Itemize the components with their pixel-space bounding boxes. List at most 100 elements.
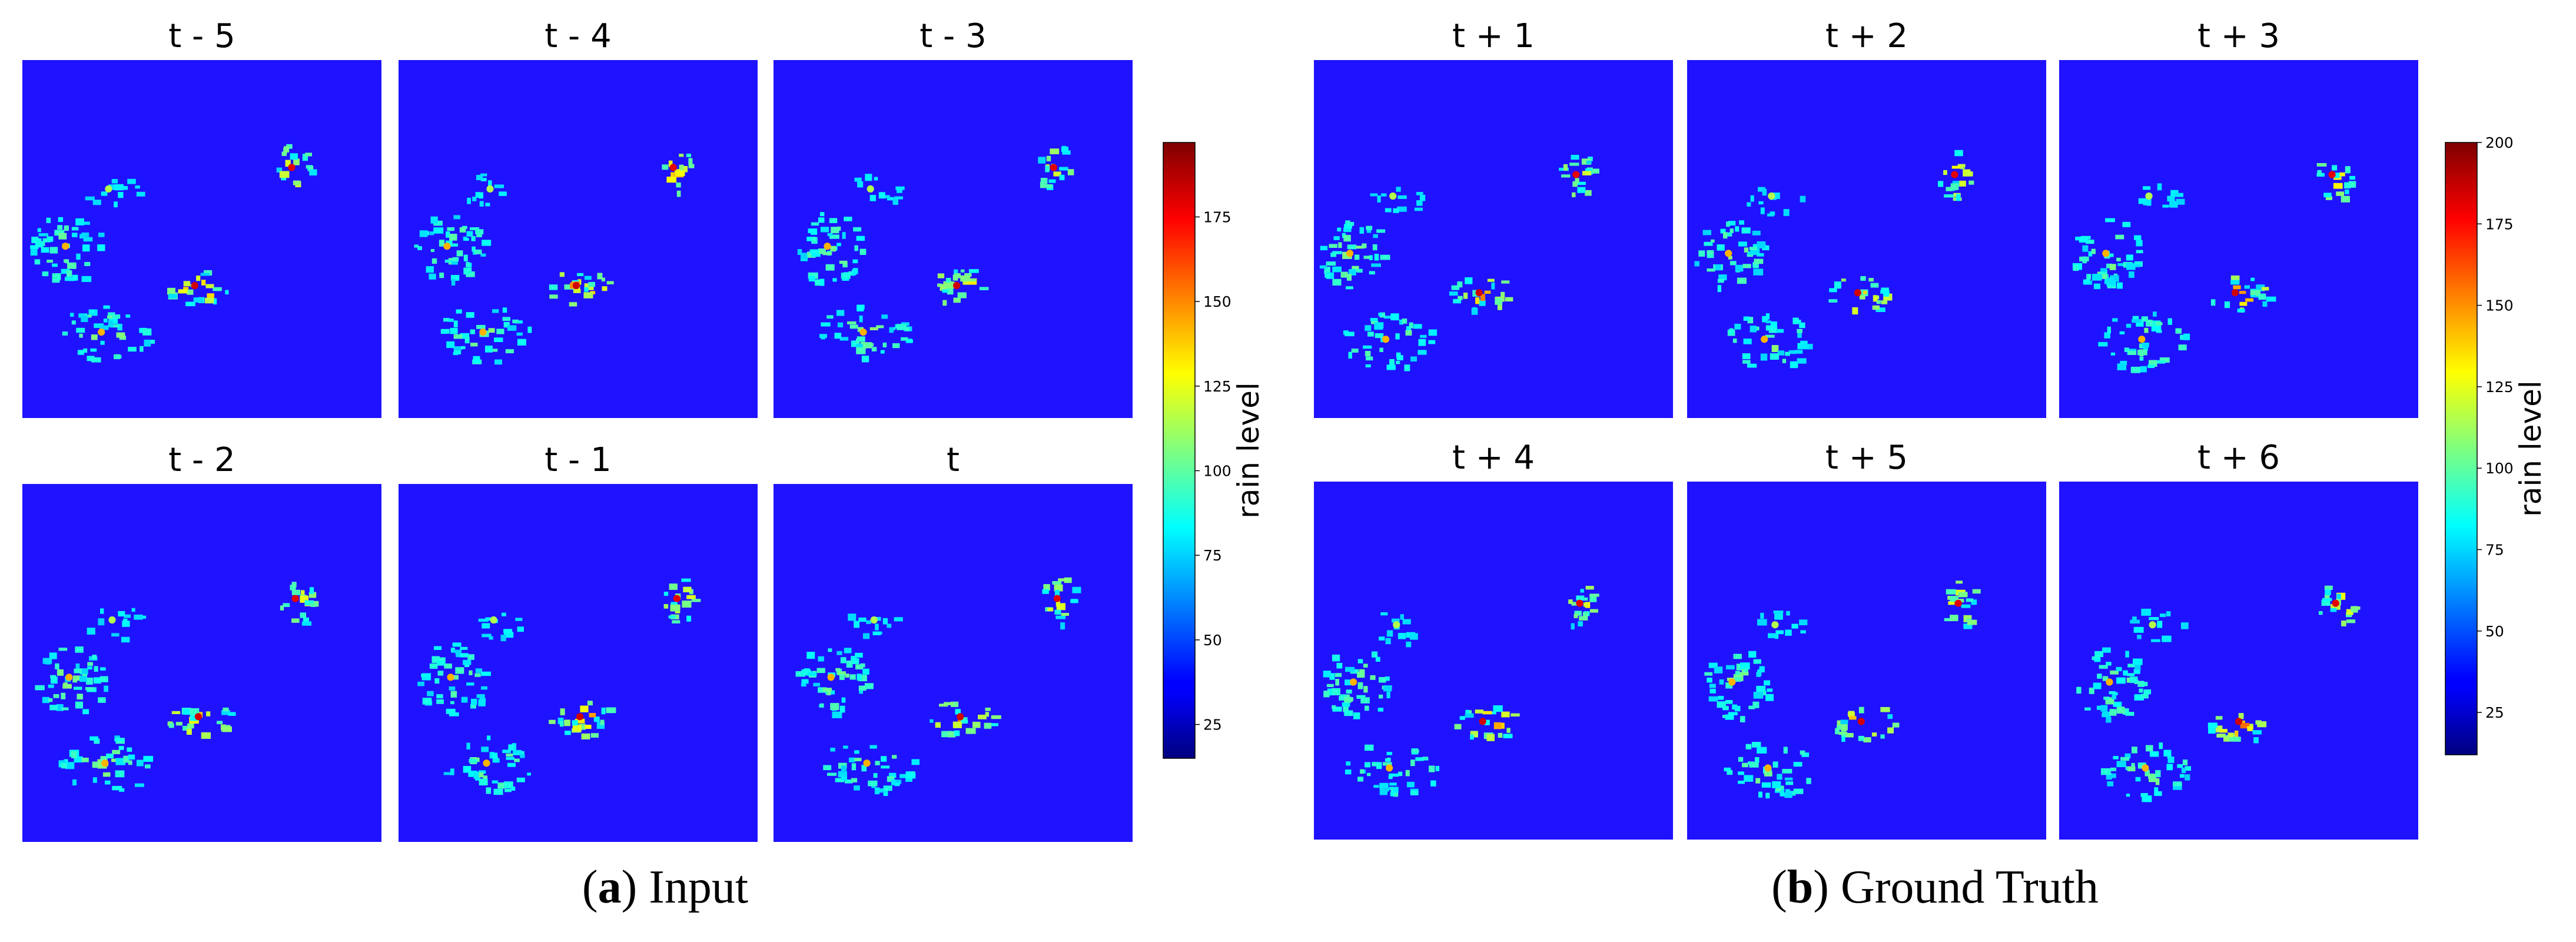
rain-hotspot xyxy=(101,759,109,767)
rain-cell xyxy=(2325,589,2331,595)
rain-cell xyxy=(1709,688,1716,694)
rain-cell xyxy=(117,323,122,331)
rain-cell xyxy=(852,268,858,274)
rain-cell xyxy=(1332,278,1342,286)
rain-cell xyxy=(1582,612,1588,617)
rain-cell xyxy=(2160,613,2166,618)
rain-cell xyxy=(1329,673,1335,680)
rain-cell xyxy=(669,583,678,590)
rain-cell xyxy=(1501,291,1505,297)
heatmap-panel: t - 5 xyxy=(22,17,381,418)
rain-cell xyxy=(112,785,122,791)
rain-cell xyxy=(844,780,853,784)
rain-cell xyxy=(1386,752,1392,755)
rain-cell xyxy=(1389,359,1395,366)
rain-cell xyxy=(1733,654,1742,659)
rain-cell xyxy=(69,313,74,317)
rain-cell xyxy=(2127,664,2135,668)
rain-cell xyxy=(875,761,880,765)
rain-cell xyxy=(2113,756,2119,759)
rain-hotspot xyxy=(2332,599,2339,607)
rain-cell xyxy=(464,336,470,344)
rain-cell xyxy=(1345,220,1350,224)
rain-hotspot xyxy=(863,759,871,767)
rain-cell xyxy=(2106,773,2112,780)
rain-cell xyxy=(1402,319,1407,324)
rain-cell xyxy=(1694,261,1699,267)
rain-cell xyxy=(2134,261,2143,267)
rain-cell xyxy=(193,297,204,303)
rain-cell xyxy=(1366,227,1372,233)
rain-cell xyxy=(471,698,477,705)
rain-cell xyxy=(55,663,59,669)
rain-hotspot xyxy=(1389,192,1397,200)
rain-cell xyxy=(818,687,827,693)
rain-cell xyxy=(1064,577,1072,583)
rain-hotspot xyxy=(1479,718,1486,725)
rain-cell xyxy=(183,709,192,715)
rain-cell xyxy=(103,305,110,309)
rain-cell xyxy=(679,164,684,170)
rain-cell xyxy=(127,178,136,184)
rain-cell xyxy=(213,298,217,305)
rain-cell xyxy=(1505,297,1513,301)
rain-cell xyxy=(1366,225,1373,230)
rain-cell xyxy=(864,683,874,689)
rain-cell xyxy=(1396,187,1401,192)
rain-cell xyxy=(92,200,101,205)
rain-cell xyxy=(891,780,902,784)
rain-cell xyxy=(506,757,514,760)
rain-cell xyxy=(2156,360,2166,364)
rain-cell xyxy=(1345,331,1355,337)
rain-cell xyxy=(1797,332,1802,338)
rain-cell xyxy=(491,349,498,352)
rain-cell xyxy=(280,605,284,611)
rain-cell xyxy=(1393,790,1399,797)
rain-cell xyxy=(1765,320,1771,324)
rain-cell xyxy=(1753,692,1764,699)
rain-cell xyxy=(475,192,480,198)
rain-cell xyxy=(99,325,109,330)
rain-cell xyxy=(2170,190,2179,197)
rain-cell xyxy=(1369,255,1373,260)
rain-cell xyxy=(1753,262,1759,268)
rain-cell xyxy=(2215,725,2223,733)
rain-cell xyxy=(470,329,475,334)
rain-cell xyxy=(2126,263,2136,270)
rain-cell xyxy=(435,657,446,662)
rain-cell xyxy=(860,663,865,668)
rain-cell xyxy=(958,717,963,724)
rain-cell xyxy=(472,197,477,201)
rain-cell xyxy=(1380,612,1388,616)
rain-cell xyxy=(497,782,506,789)
rain-cell xyxy=(984,722,992,729)
rain-cell xyxy=(1365,351,1371,357)
rain-cell xyxy=(1788,350,1796,354)
rain-cell xyxy=(663,604,669,609)
rain-cell xyxy=(1775,630,1784,635)
panel-title: t xyxy=(947,441,960,479)
rain-cell xyxy=(2107,326,2111,334)
rain-cell xyxy=(853,227,862,232)
rain-cell xyxy=(905,327,909,331)
rain-cell xyxy=(840,657,847,664)
rain-cell xyxy=(61,707,69,711)
rain-cell xyxy=(83,348,88,353)
rain-cell xyxy=(62,331,68,336)
rain-cell xyxy=(61,268,70,274)
rain-cell xyxy=(1577,181,1586,185)
rain-cell xyxy=(841,697,846,703)
rain-cell xyxy=(72,678,78,683)
rain-cell xyxy=(2159,742,2163,749)
rain-cell xyxy=(443,772,452,775)
rain-cell xyxy=(206,711,211,717)
rain-cell xyxy=(1828,299,1838,303)
rain-cell xyxy=(937,283,942,287)
rain-cell xyxy=(1743,668,1748,672)
rain-cell xyxy=(1776,329,1784,333)
rain-cell xyxy=(1319,265,1327,269)
rain-cell xyxy=(75,701,83,709)
rain-cell xyxy=(668,615,676,619)
rain-cell xyxy=(79,668,88,675)
